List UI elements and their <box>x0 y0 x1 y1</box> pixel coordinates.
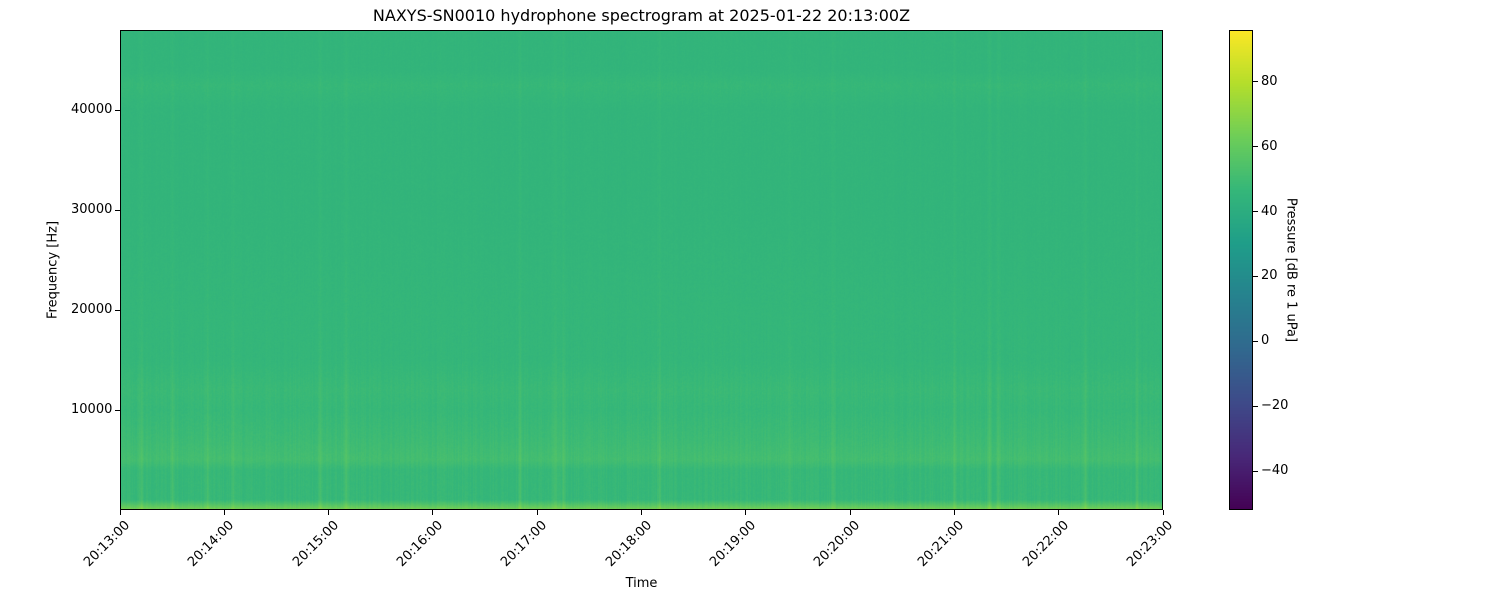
colorbar-label: Pressure [dB re 1 uPa] <box>1283 197 1299 343</box>
colorbar <box>1229 30 1253 510</box>
y-tick-mark <box>115 109 120 111</box>
x-tick-label: 20:23:00 <box>1124 518 1176 570</box>
x-tick-label: 20:13:00 <box>81 518 133 570</box>
x-tick-mark <box>1162 510 1164 515</box>
x-tick-mark <box>849 510 851 515</box>
x-tick-label: 20:17:00 <box>498 518 551 570</box>
x-tick-mark <box>641 510 642 515</box>
colorbar-tick-mark <box>1253 275 1258 277</box>
x-tick-label: 20:22:00 <box>1019 518 1072 570</box>
x-axis-label: Time <box>625 576 658 591</box>
colorbar-tick-mark <box>1253 211 1258 213</box>
colorbar-tick-label: 0 <box>1261 333 1270 349</box>
y-tick-label: 30000 <box>71 202 113 217</box>
x-tick-mark <box>223 510 225 515</box>
colorbar-tick-label: −20 <box>1261 398 1289 414</box>
x-tick-mark <box>1058 510 1060 515</box>
colorbar-tick-label: 60 <box>1261 138 1278 154</box>
colorbar-frame <box>1229 30 1253 510</box>
y-tick-mark <box>115 209 120 211</box>
x-tick-label: 20:21:00 <box>915 518 968 570</box>
x-tick-label: 20:20:00 <box>811 518 864 570</box>
colorbar-tick-mark <box>1253 81 1258 83</box>
x-tick-mark <box>953 510 955 515</box>
x-tick-label: 20:14:00 <box>185 518 238 570</box>
y-axis-label: Frequency [Hz] <box>45 220 61 320</box>
colorbar-tick-mark <box>1253 405 1258 407</box>
x-tick-label: 20:18:00 <box>602 518 655 570</box>
spectrogram-plot-area <box>120 30 1163 510</box>
x-tick-mark <box>745 510 747 515</box>
colorbar-tick-mark <box>1253 340 1258 342</box>
x-tick-mark <box>432 510 434 515</box>
x-tick-label: 20:15:00 <box>289 518 342 570</box>
y-tick-mark <box>115 309 120 311</box>
spectrogram-heatmap <box>120 30 1163 510</box>
x-tick-mark <box>328 510 330 515</box>
y-tick-label: 40000 <box>71 102 113 117</box>
x-tick-mark <box>119 510 121 515</box>
x-tick-label: 20:16:00 <box>393 518 446 570</box>
chart-title: NAXYS-SN0010 hydrophone spectrogram at 2… <box>372 6 911 25</box>
y-tick-label: 20000 <box>71 302 113 317</box>
x-tick-label: 20:19:00 <box>706 518 759 570</box>
x-tick-mark <box>536 510 538 515</box>
y-tick-mark <box>115 409 120 411</box>
colorbar-tick-label: 20 <box>1261 268 1278 284</box>
colorbar-tick-mark <box>1253 470 1258 472</box>
colorbar-tick-label: 40 <box>1261 203 1278 219</box>
colorbar-tick-mark <box>1253 146 1258 148</box>
y-tick-label: 10000 <box>71 402 113 417</box>
colorbar-tick-label: 80 <box>1261 73 1278 89</box>
colorbar-tick-label: −40 <box>1261 463 1289 479</box>
